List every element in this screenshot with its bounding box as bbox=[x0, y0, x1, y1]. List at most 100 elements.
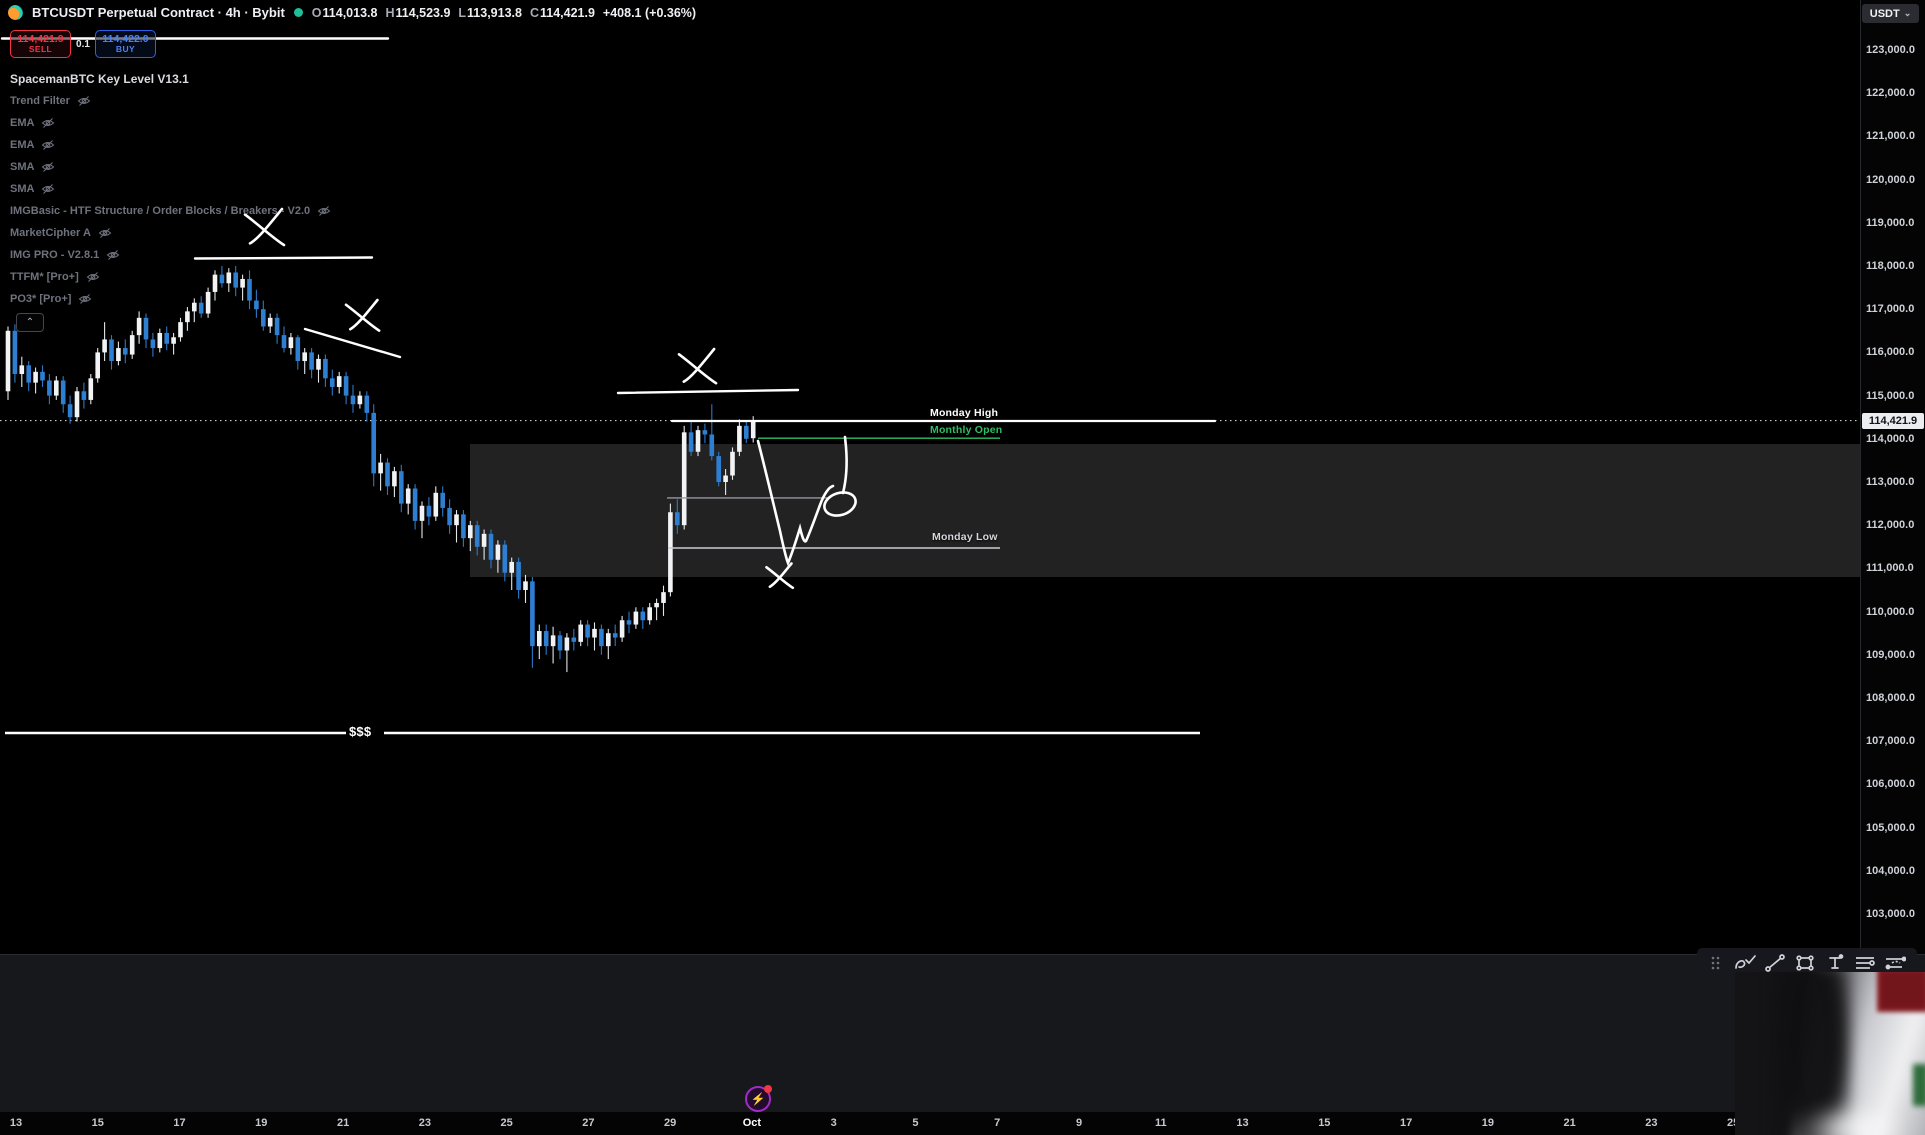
buy-button[interactable]: 114,422.0 BUY bbox=[95, 30, 156, 58]
open-value: 114,013.8 bbox=[322, 5, 378, 20]
lines-dotted-tool-icon[interactable] bbox=[1881, 950, 1909, 976]
price-tick-label: 111,000.0 bbox=[1866, 562, 1914, 575]
price-tick-label: 117,000.0 bbox=[1866, 303, 1915, 316]
price-tick-label: 122,000.0 bbox=[1866, 87, 1915, 100]
webcam-light-flare bbox=[1795, 1103, 1905, 1135]
time-tick-label: 19 bbox=[1481, 1117, 1494, 1129]
x-mark-drawing[interactable] bbox=[677, 353, 718, 385]
eye-off-icon[interactable] bbox=[77, 95, 91, 107]
x-mark-drawing[interactable] bbox=[768, 562, 793, 589]
price-tick-label: 118,000.0 bbox=[1866, 260, 1915, 272]
time-axis[interactable]: 13 15 17 19 21 23 25 27 29 Oct 3 5 7 9 11 13 15 17 19 21 23 2… bbox=[0, 1112, 1925, 1135]
time-tick-label: 5 bbox=[912, 1117, 919, 1129]
time-tick-label: 23 bbox=[1645, 1117, 1658, 1129]
eye-off-icon[interactable] bbox=[98, 227, 112, 239]
indicator-title[interactable]: SpacemanBTC Key Level V13.1 bbox=[10, 72, 189, 86]
indicator-label: SMA bbox=[10, 161, 35, 173]
time-tick-label: 21 bbox=[1563, 1117, 1576, 1129]
symbol-avatar-icon[interactable] bbox=[8, 5, 23, 20]
price-tick-label: 107,000.0 bbox=[1866, 735, 1915, 748]
x-mark-drawing[interactable] bbox=[344, 303, 381, 332]
time-tick-label: 21 bbox=[336, 1117, 350, 1129]
candlestick-chart[interactable] bbox=[0, 0, 1860, 1135]
price-tick-label: 123,000.0 bbox=[1866, 44, 1915, 56]
monthly-open-label: Monthly Open bbox=[930, 424, 1003, 436]
indicator-label: EMA bbox=[10, 139, 35, 151]
price-tick-label: 115,000.0 bbox=[1866, 389, 1915, 402]
x-mark-drawing[interactable] bbox=[243, 213, 286, 247]
indicator-label: PO3* [Pro+] bbox=[10, 293, 72, 305]
indicator-row[interactable]: IMG PRO - V2.8.1 bbox=[10, 244, 331, 266]
eye-off-icon[interactable] bbox=[317, 205, 331, 217]
indicator-label: TTFM* [Pro+] bbox=[10, 271, 79, 283]
indicator-row[interactable]: SMA bbox=[10, 156, 331, 178]
drawing-line[interactable] bbox=[616, 388, 800, 395]
indicator-legend: SpacemanBTC Key Level V13.1 Trend Filter… bbox=[10, 68, 331, 310]
x-mark-drawing[interactable] bbox=[348, 298, 379, 331]
eye-off-icon[interactable] bbox=[86, 271, 100, 283]
price-axis[interactable]: 114,421.9 123,000.0 122,000.0 121,000.0 120… bbox=[1860, 0, 1925, 954]
collapse-legend-button[interactable]: ⌃ bbox=[16, 313, 44, 332]
drawing-line[interactable] bbox=[303, 327, 402, 359]
trade-panel: 114,421.9 SELL 0.1 114,422.0 BUY bbox=[10, 30, 156, 58]
currency-selector[interactable]: USDT ⌄ bbox=[1862, 4, 1919, 23]
brush-tool-icon[interactable] bbox=[1731, 950, 1759, 976]
indicator-label: MarketCipher A bbox=[10, 227, 91, 239]
indicator-row[interactable]: IMGBasic - HTF Structure / Order Blocks … bbox=[10, 200, 331, 222]
low-value: 113,913.8 bbox=[467, 5, 522, 20]
current-price-badge: 114,421.9 bbox=[1862, 412, 1924, 429]
sell-button[interactable]: 114,421.9 SELL bbox=[10, 30, 71, 58]
price-tick-label: 121,000.0 bbox=[1866, 130, 1915, 143]
x-mark-drawing[interactable] bbox=[682, 347, 716, 383]
drawing-path[interactable] bbox=[756, 439, 835, 567]
price-tick-label: 110,000.0 bbox=[1866, 605, 1915, 618]
lines-stack-tool-icon[interactable] bbox=[1851, 950, 1879, 976]
eye-off-icon[interactable] bbox=[41, 117, 55, 129]
indicator-row[interactable]: SMA bbox=[10, 178, 331, 200]
eye-off-icon[interactable] bbox=[41, 183, 55, 195]
price-tick-label: 109,000.0 bbox=[1866, 648, 1915, 661]
time-tick-label: 15 bbox=[1318, 1117, 1331, 1129]
indicator-row[interactable]: EMA bbox=[10, 112, 331, 134]
monday-high-label: Monday High bbox=[930, 407, 999, 419]
lower-pane bbox=[0, 954, 1925, 1113]
eye-off-icon[interactable] bbox=[106, 249, 120, 261]
time-tick-label: 3 bbox=[830, 1117, 837, 1129]
toolbar-drag-handle[interactable] bbox=[1701, 950, 1729, 976]
text-tool-icon[interactable] bbox=[1821, 950, 1849, 976]
eye-off-icon[interactable] bbox=[78, 293, 92, 305]
indicator-label: SMA bbox=[10, 183, 35, 195]
time-tick-label: 17 bbox=[173, 1117, 186, 1129]
price-tick-label: 120,000.0 bbox=[1866, 173, 1915, 186]
drawing-path[interactable] bbox=[841, 435, 848, 495]
symbol-title[interactable]: BTCUSDT Perpetual Contract · 4h · Bybit bbox=[32, 5, 285, 20]
time-tick-label: 15 bbox=[91, 1117, 104, 1129]
drawing-line[interactable] bbox=[193, 256, 374, 260]
spread-value: 0.1 bbox=[76, 38, 90, 50]
x-mark-drawing[interactable] bbox=[248, 207, 284, 245]
indicator-label: IMG PRO - V2.8.1 bbox=[10, 249, 100, 261]
time-tick-label: 13 bbox=[9, 1117, 23, 1129]
webcam-overlay[interactable] bbox=[1735, 972, 1925, 1135]
time-tick-label: 27 bbox=[582, 1117, 595, 1129]
price-tick-label: 114,000.0 bbox=[1866, 432, 1915, 445]
trend-line-tool-icon[interactable] bbox=[1761, 950, 1789, 976]
indicator-row[interactable]: TTFM* [Pro+] bbox=[10, 266, 331, 288]
time-tick-label: 7 bbox=[994, 1117, 1001, 1129]
indicator-row[interactable]: PO3* [Pro+] bbox=[10, 288, 331, 310]
price-tick-label: 112,000.0 bbox=[1866, 519, 1915, 532]
rectangle-tool-icon[interactable] bbox=[1791, 950, 1819, 976]
indicator-row[interactable]: EMA bbox=[10, 134, 331, 156]
money-line-label: $$$ bbox=[349, 724, 372, 739]
indicator-label: EMA bbox=[10, 117, 35, 129]
drawing-loop[interactable] bbox=[821, 489, 858, 520]
price-tick-label: 116,000.0 bbox=[1866, 346, 1915, 359]
indicator-row[interactable]: Trend Filter bbox=[10, 90, 331, 112]
time-tick-label: 23 bbox=[418, 1117, 431, 1129]
time-tick-label: 29 bbox=[664, 1117, 677, 1129]
change-value: +408.1 (+0.36%) bbox=[602, 5, 697, 20]
indicator-row[interactable]: MarketCipher A bbox=[10, 222, 331, 244]
eye-off-icon[interactable] bbox=[41, 161, 55, 173]
eye-off-icon[interactable] bbox=[41, 139, 55, 151]
live-stream-icon[interactable]: ⚡ bbox=[745, 1085, 772, 1112]
